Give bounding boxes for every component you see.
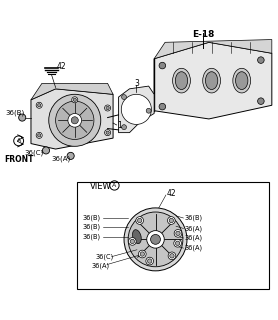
Text: FRONT: FRONT	[4, 155, 33, 164]
Circle shape	[151, 235, 160, 244]
Circle shape	[106, 106, 109, 110]
Polygon shape	[31, 84, 113, 100]
Text: 36(B): 36(B)	[5, 110, 24, 116]
Polygon shape	[154, 42, 272, 119]
Text: VIEW: VIEW	[90, 181, 111, 190]
Text: 42: 42	[57, 62, 67, 71]
Circle shape	[138, 250, 146, 258]
Circle shape	[36, 132, 42, 138]
Circle shape	[170, 254, 174, 258]
Circle shape	[121, 125, 126, 130]
Ellipse shape	[173, 68, 190, 93]
Circle shape	[106, 131, 109, 134]
Text: A: A	[112, 183, 116, 188]
Polygon shape	[31, 89, 113, 149]
Circle shape	[72, 97, 78, 103]
Circle shape	[140, 252, 145, 256]
Circle shape	[38, 104, 41, 107]
Circle shape	[43, 147, 49, 154]
Text: 36(A): 36(A)	[184, 225, 202, 232]
Text: 36(A): 36(A)	[184, 245, 202, 252]
Circle shape	[136, 217, 143, 224]
Circle shape	[124, 208, 187, 271]
Circle shape	[128, 237, 136, 245]
Circle shape	[67, 152, 74, 159]
Text: A: A	[16, 138, 21, 143]
Text: 36(A): 36(A)	[184, 235, 202, 241]
Circle shape	[49, 94, 101, 146]
Circle shape	[159, 103, 166, 110]
Ellipse shape	[203, 68, 220, 93]
Text: 36(B): 36(B)	[83, 233, 101, 240]
Circle shape	[169, 218, 173, 223]
Ellipse shape	[205, 72, 218, 90]
Text: 36(A): 36(A)	[92, 263, 110, 269]
Text: 36(A): 36(A)	[51, 156, 71, 163]
Circle shape	[174, 229, 182, 237]
Text: 42: 42	[167, 189, 176, 198]
Circle shape	[138, 218, 142, 223]
Circle shape	[36, 102, 42, 108]
Ellipse shape	[235, 72, 248, 90]
Circle shape	[56, 101, 94, 140]
Circle shape	[68, 114, 82, 127]
Circle shape	[168, 252, 176, 260]
Circle shape	[128, 212, 183, 267]
Circle shape	[146, 257, 153, 265]
Circle shape	[146, 108, 151, 113]
Circle shape	[175, 241, 180, 245]
Text: 3: 3	[134, 79, 139, 88]
Circle shape	[73, 98, 76, 101]
Circle shape	[168, 217, 175, 224]
Polygon shape	[154, 40, 272, 59]
Circle shape	[121, 94, 152, 124]
Text: E-18: E-18	[192, 30, 215, 39]
Circle shape	[174, 239, 182, 247]
Circle shape	[130, 239, 135, 244]
Circle shape	[121, 95, 126, 100]
Circle shape	[258, 57, 264, 63]
Ellipse shape	[233, 68, 251, 93]
Polygon shape	[118, 86, 154, 132]
Text: 36(B): 36(B)	[184, 215, 202, 221]
Circle shape	[105, 105, 111, 111]
Circle shape	[148, 259, 152, 263]
Text: 36(C): 36(C)	[24, 149, 43, 156]
Circle shape	[176, 231, 180, 236]
Circle shape	[38, 134, 41, 137]
Circle shape	[258, 98, 264, 104]
Circle shape	[19, 114, 26, 121]
Ellipse shape	[133, 230, 141, 244]
Text: 1: 1	[117, 121, 122, 130]
Circle shape	[71, 117, 78, 124]
Circle shape	[147, 231, 164, 248]
Circle shape	[105, 130, 111, 136]
Text: 36(C): 36(C)	[95, 253, 113, 260]
Text: 36(B): 36(B)	[83, 224, 101, 230]
Text: 36(B): 36(B)	[83, 215, 101, 221]
Bar	[78, 182, 269, 289]
Ellipse shape	[175, 72, 188, 90]
Circle shape	[159, 62, 166, 69]
